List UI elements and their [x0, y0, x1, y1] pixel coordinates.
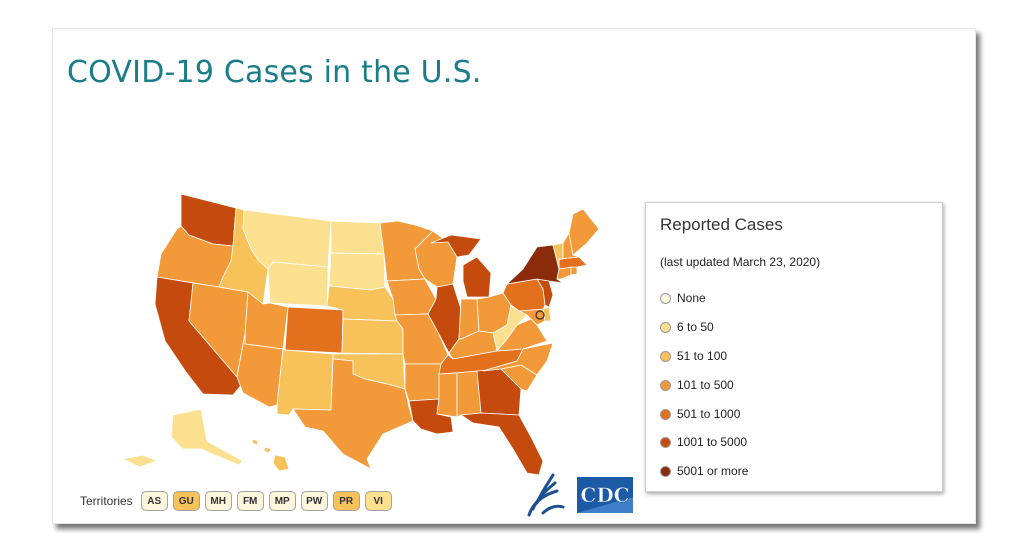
hhs-eagle-logo — [527, 473, 565, 517]
legend-panel: Reported Cases (last updated March 23, 2… — [645, 202, 943, 492]
cdc-logo-text: CDC — [580, 483, 629, 507]
state-ar[interactable] — [404, 363, 442, 402]
state-wy[interactable] — [267, 261, 329, 307]
state-ms[interactable] — [436, 372, 458, 418]
legend-label: None — [677, 291, 706, 305]
territory-button-vi[interactable]: VI — [364, 491, 392, 511]
dc-marker[interactable] — [535, 310, 545, 320]
territory-button-mp[interactable]: MP — [268, 491, 296, 511]
territory-button-fm[interactable]: FM — [236, 491, 264, 511]
territories-bar: Territories AS GU MH FM MP PW PR VI — [80, 491, 397, 511]
state-sd[interactable] — [328, 252, 386, 291]
legend-item-101-500: 101 to 500 — [660, 376, 734, 394]
legend-subtitle: (last updated March 23, 2020) — [660, 255, 821, 269]
legend-item-1001-5000: 1001 to 5000 — [660, 433, 747, 451]
legend-label: 501 to 1000 — [677, 407, 741, 421]
legend-swatch — [660, 379, 671, 391]
state-hi[interactable] — [251, 438, 290, 472]
territories-label: Territories — [80, 494, 133, 508]
legend-swatch — [660, 465, 671, 477]
territory-button-as[interactable]: AS — [140, 491, 168, 511]
legend-swatch — [660, 350, 671, 362]
map-card: COVID-19 Cases in the U.S. — [52, 28, 976, 524]
state-co[interactable] — [284, 306, 344, 354]
territory-button-pr[interactable]: PR — [332, 491, 360, 511]
cdc-logo: CDC — [577, 477, 633, 513]
legend-swatch — [660, 408, 671, 420]
legend-item-6-50: 6 to 50 — [660, 318, 714, 336]
state-ri[interactable] — [570, 266, 578, 276]
territory-button-pw[interactable]: PW — [300, 491, 328, 511]
legend-label: 1001 to 5000 — [677, 435, 748, 449]
legend-item-51-100: 51 to 100 — [660, 347, 727, 365]
legend-swatch — [660, 436, 671, 448]
state-de[interactable] — [542, 306, 552, 322]
legend-label: 6 to 50 — [677, 320, 714, 334]
state-ks[interactable] — [341, 318, 404, 355]
legend-item-5001-plus: 5001 or more — [660, 462, 748, 480]
legend-title: Reported Cases — [660, 215, 783, 234]
legend-label: 5001 or more — [677, 464, 749, 478]
state-nm[interactable] — [276, 348, 334, 416]
page-title: COVID-19 Cases in the U.S. — [67, 55, 482, 90]
state-ia[interactable] — [386, 278, 437, 316]
legend-swatch — [660, 292, 671, 304]
state-ak[interactable] — [122, 408, 244, 468]
legend-label: 51 to 100 — [677, 349, 728, 363]
territory-button-mh[interactable]: MH — [204, 491, 232, 511]
state-nd[interactable] — [330, 220, 385, 255]
legend-swatch — [660, 321, 671, 333]
us-cases-map — [122, 193, 600, 476]
state-me[interactable] — [568, 208, 600, 256]
state-nc[interactable] — [482, 342, 554, 376]
legend-label: 101 to 500 — [677, 378, 734, 392]
territory-button-gu[interactable]: GU — [172, 491, 200, 511]
legend-item-none: None — [660, 289, 706, 307]
legend-item-501-1000: 501 to 1000 — [660, 405, 740, 423]
state-tx[interactable] — [292, 358, 414, 470]
state-fl[interactable] — [460, 412, 544, 476]
